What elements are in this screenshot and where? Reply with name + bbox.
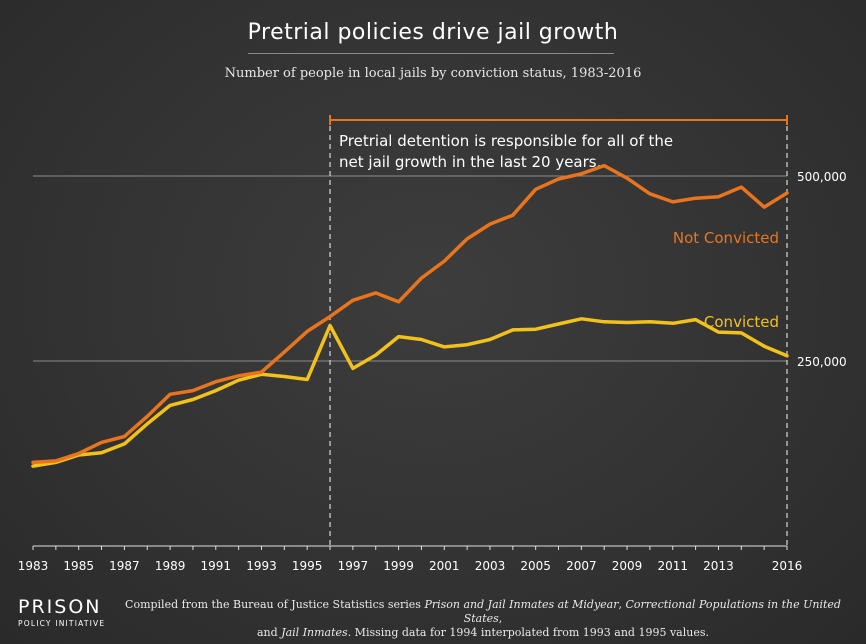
chart-title: Pretrial policies drive jail growth <box>247 20 619 45</box>
logo-line2: POLICY INITIATIVE <box>18 619 106 628</box>
y-tick-label: 500,000 <box>797 170 847 184</box>
annotation-text-line1: Pretrial detention is responsible for al… <box>339 132 673 150</box>
source-series2: Correctional Populations in the United S… <box>463 598 841 625</box>
x-tick-label: 2011 <box>657 559 688 573</box>
gridlines <box>33 175 787 362</box>
x-tick-label: 1993 <box>246 559 277 573</box>
x-tick-label: 2009 <box>612 559 643 573</box>
x-tick-label: 1999 <box>383 559 414 573</box>
source-series3: Jail Inmates <box>281 626 348 639</box>
y-tick-label: 250,000 <box>797 355 847 369</box>
annotation-group: Pretrial detention is responsible for al… <box>329 115 788 546</box>
line-chart: Pretrial detention is responsible for al… <box>18 115 847 573</box>
x-tick-label: 1989 <box>155 559 186 573</box>
x-tick-label: 1997 <box>338 559 369 573</box>
x-tick-label: 1985 <box>63 559 94 573</box>
source-note: Compiled from the Bureau of Justice Stat… <box>108 598 858 640</box>
title-divider <box>248 53 614 54</box>
x-tick-label: 2001 <box>429 559 460 573</box>
source-suffix: . Missing data for 1994 interpolated fro… <box>347 626 709 639</box>
series-lines <box>31 163 789 468</box>
series-line-not-convicted <box>31 163 789 465</box>
chart-labels: 250,000 500,000 Not Convicted Convicted <box>673 170 847 369</box>
series-line-convicted <box>31 317 789 468</box>
x-axis: 1983 1985 1987 1989 1991 1993 1995 1997 1999 2001… <box>18 545 803 573</box>
prison-policy-initiative-logo: PRISON POLICY INITIATIVE <box>18 597 105 628</box>
source-sep1: , <box>618 598 626 611</box>
x-tick-label: 2013 <box>703 559 734 573</box>
source-series1: Prison and Jail Inmates at Midyear <box>424 598 619 611</box>
x-tick-label: 1991 <box>201 559 232 573</box>
x-tick-label: 2007 <box>566 559 597 573</box>
x-tick-label: 1995 <box>292 559 323 573</box>
x-tick-label: 2005 <box>520 559 551 573</box>
logo-line1: PRISON <box>18 596 102 618</box>
series-label-not-convicted: Not Convicted <box>673 229 779 247</box>
annotation-text-line2: net jail growth in the last 20 years. <box>339 153 601 171</box>
chart-subtitle: Number of people in local jails by convi… <box>224 66 642 81</box>
x-tick-label: 1987 <box>109 559 140 573</box>
series-label-convicted: Convicted <box>704 313 779 331</box>
source-and: and <box>257 626 282 639</box>
x-tick-label: 1983 <box>18 559 49 573</box>
source-prefix: Compiled from the Bureau of Justice Stat… <box>125 598 425 611</box>
x-tick-label: 2003 <box>475 559 506 573</box>
x-tick-label: 2016 <box>772 559 803 573</box>
source-sep2: , <box>498 612 503 625</box>
